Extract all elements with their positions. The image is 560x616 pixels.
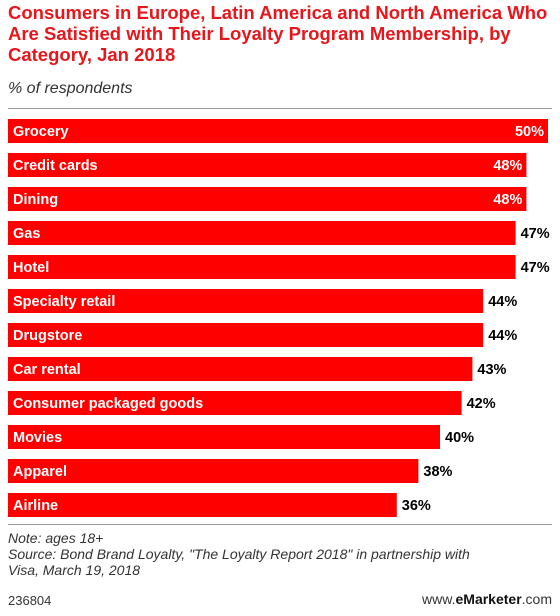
brand-suffix: .com (521, 591, 552, 607)
category-label-airline: Airline (13, 498, 58, 514)
value-label-airline: 36% (402, 498, 431, 514)
category-label-movies: Movies (13, 430, 62, 446)
category-label-credit-cards: Credit cards (13, 158, 98, 174)
value-label-apparel: 38% (423, 464, 452, 480)
value-label-grocery: 50% (515, 124, 544, 140)
value-label-car-rental: 43% (477, 362, 506, 378)
bar-chart: Grocery 50% Credit cards 48% Dining 48% Gas 47%… (8, 119, 550, 517)
bar-airline (8, 493, 397, 517)
bottom-divider (8, 524, 552, 525)
category-label-grocery: Grocery (13, 124, 69, 140)
chart-subtitle: % of respondents (8, 80, 133, 97)
category-label-specialty-retail: Specialty retail (13, 294, 115, 310)
value-label-gas: 47% (521, 226, 550, 242)
source-text-line-1: Source: Bond Brand Loyalty, "The Loyalty… (8, 546, 470, 562)
chart-title: Consumers in Europe, Latin America and N… (8, 2, 548, 65)
note-text: Note: ages 18+ (8, 530, 104, 546)
value-label-drugstore: 44% (488, 328, 517, 344)
brand-prefix: www. (422, 591, 456, 607)
category-label-consumer-packaged-goods: Consumer packaged goods (13, 396, 203, 412)
category-label-gas: Gas (13, 226, 40, 242)
value-label-dining: 48% (493, 192, 522, 208)
bar-hotel (8, 255, 516, 279)
category-label-hotel: Hotel (13, 260, 49, 276)
bar-apparel (8, 459, 419, 483)
chart-id: 236804 (8, 593, 52, 608)
category-label-dining: Dining (13, 192, 58, 208)
source-text-line-2: Visa, March 19, 2018 (8, 562, 141, 578)
bar-drugstore (8, 323, 484, 347)
value-label-hotel: 47% (521, 260, 550, 276)
bar-dining (8, 187, 527, 211)
value-label-credit-cards: 48% (493, 158, 522, 174)
category-label-car-rental: Car rental (13, 362, 81, 378)
bar-gas (8, 221, 516, 245)
value-label-specialty-retail: 44% (488, 294, 517, 310)
bar-specialty-retail (8, 289, 484, 313)
bar-credit-cards (8, 153, 527, 177)
brand-name: eMarketer (455, 591, 522, 607)
category-label-drugstore: Drugstore (13, 328, 82, 344)
category-label-apparel: Apparel (13, 464, 67, 480)
bar-consumer-packaged-goods (8, 391, 462, 415)
brand-link[interactable]: www.eMarketer.com (422, 591, 552, 607)
value-label-consumer-packaged-goods: 42% (467, 396, 496, 412)
bar-car-rental (8, 357, 473, 381)
bar-movies (8, 425, 440, 449)
value-label-movies: 40% (445, 430, 474, 446)
chart-notes: Note: ages 18+ Source: Bond Brand Loyalt… (8, 530, 552, 578)
top-divider (8, 108, 552, 109)
bar-grocery (8, 119, 548, 143)
